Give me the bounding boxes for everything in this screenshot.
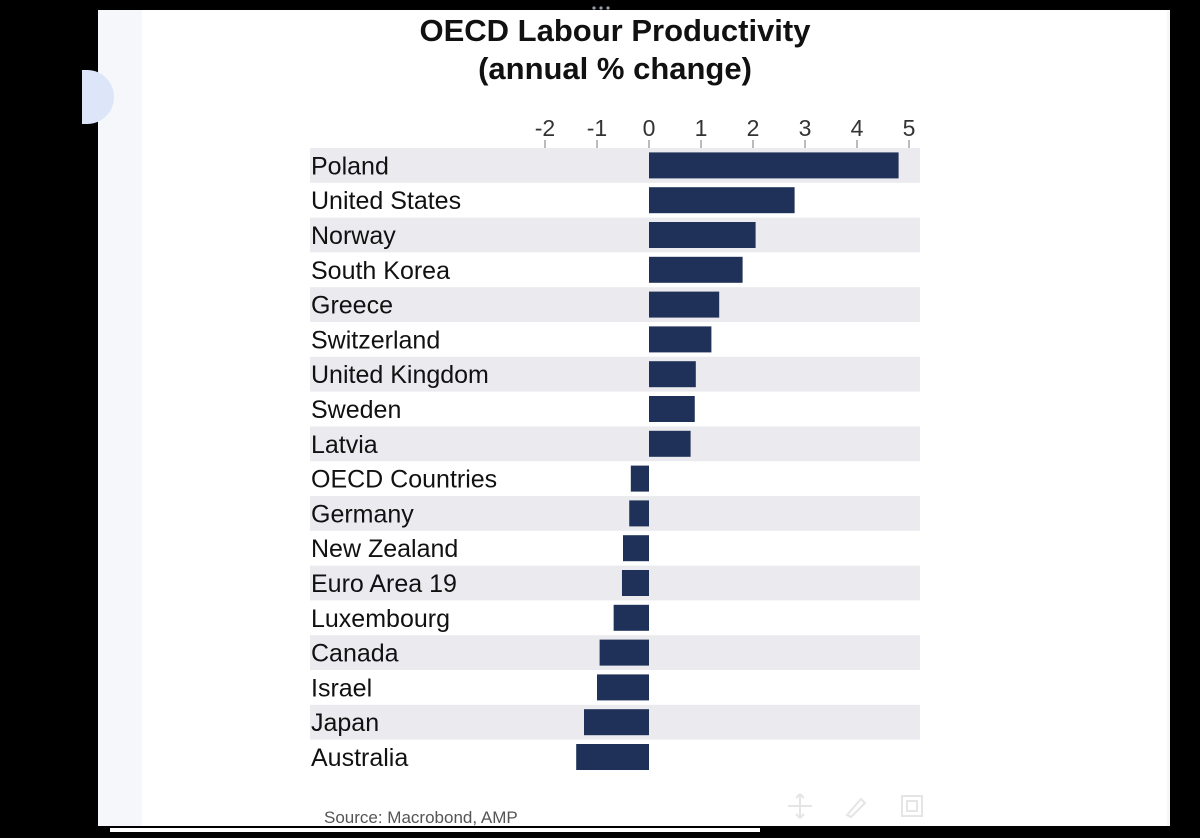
bar[interactable] [576, 744, 649, 770]
bar[interactable] [613, 604, 649, 631]
axis-tick-label: 0 [643, 115, 656, 141]
bar[interactable] [649, 396, 695, 422]
axis-tick-label: -1 [587, 115, 607, 141]
bar[interactable] [584, 709, 649, 736]
category-label: Greece [311, 292, 393, 320]
pan-icon[interactable] [780, 786, 820, 826]
drag-handle-icon[interactable] [589, 4, 613, 12]
bar[interactable] [649, 222, 756, 248]
bar[interactable] [649, 326, 712, 353]
row-stripe [310, 356, 920, 392]
category-label: United Kingdom [311, 361, 489, 389]
category-label: Norway [311, 222, 396, 250]
category-label: Sweden [311, 396, 401, 424]
bar[interactable] [621, 570, 649, 596]
chart-title: OECD Labour Productivity [419, 13, 811, 48]
bar[interactable] [649, 430, 691, 457]
category-label: Luxembourg [311, 605, 450, 633]
category-label: Poland [311, 152, 389, 180]
scroll-indicator[interactable] [110, 828, 760, 832]
category-label: Latvia [311, 431, 378, 459]
bar[interactable] [649, 256, 743, 283]
axis-tick-label: -2 [535, 115, 555, 141]
category-label: United States [311, 187, 461, 215]
category-label: Germany [311, 500, 414, 528]
category-label: New Zealand [311, 535, 458, 563]
axis-tick-label: 2 [747, 115, 760, 141]
axis-tick-label: 5 [903, 115, 916, 141]
source-note: Source: Macrobond, AMP [324, 808, 518, 827]
category-label: Australia [311, 744, 408, 772]
chart-title-block: OECD Labour Productivity (annual % chang… [300, 12, 930, 88]
chart-subtitle: (annual % change) [478, 51, 752, 86]
bar[interactable] [630, 465, 649, 492]
row-stripe [310, 426, 920, 462]
bar[interactable] [629, 500, 649, 527]
category-label: Switzerland [311, 326, 440, 354]
bar[interactable] [623, 535, 649, 562]
brush-icon[interactable] [836, 786, 876, 826]
axis-tick-label: 4 [851, 115, 864, 141]
row-stripe [310, 217, 920, 253]
category-label: Japan [311, 709, 379, 737]
row-stripe [310, 565, 920, 601]
bar[interactable] [649, 291, 720, 318]
category-label: Canada [311, 640, 399, 668]
axis-tick-label: 3 [799, 115, 812, 141]
bar[interactable] [649, 361, 696, 388]
category-label: OECD Countries [311, 466, 497, 494]
bar[interactable] [649, 187, 795, 214]
category-label: South Korea [311, 257, 450, 285]
row-stripe [310, 287, 920, 322]
category-label: Euro Area 19 [311, 570, 457, 598]
axis-tick-label: 1 [695, 115, 708, 141]
frame-icon[interactable] [892, 786, 932, 826]
image-toolbar [780, 786, 950, 826]
category-label: Israel [311, 674, 372, 702]
bar[interactable] [649, 152, 899, 179]
bar[interactable] [597, 674, 649, 701]
row-stripe [310, 496, 920, 531]
bar[interactable] [599, 639, 649, 666]
